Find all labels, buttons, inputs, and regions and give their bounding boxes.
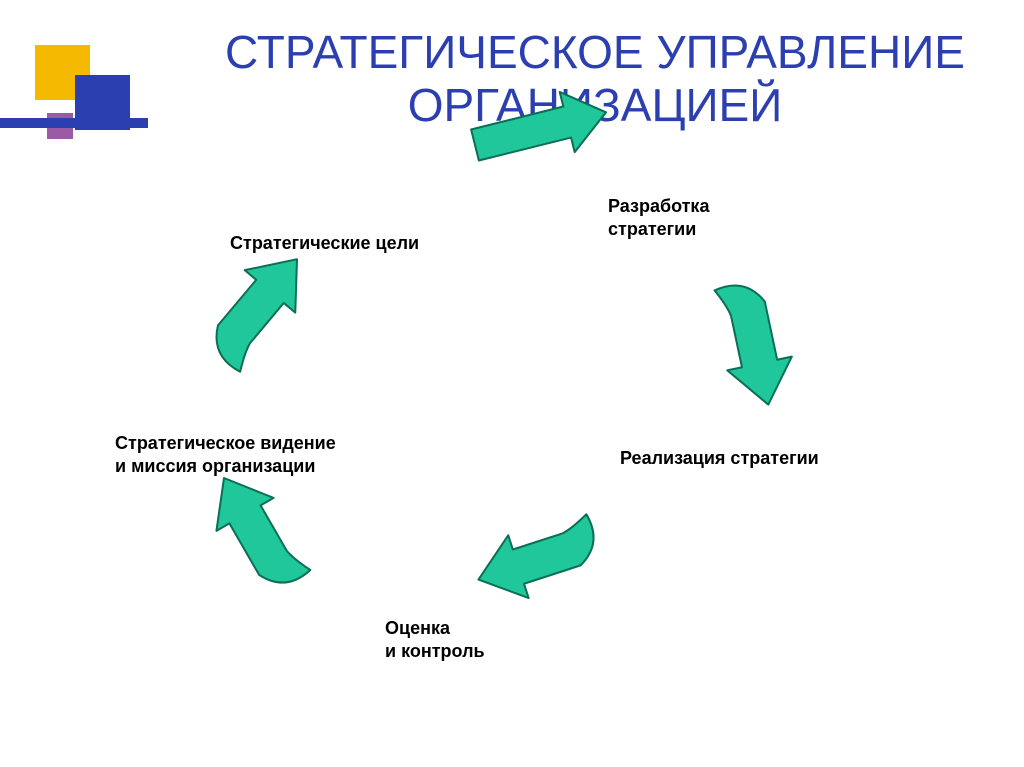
cycle-label-vision: Стратегическое видение и миссия организа… <box>115 432 336 479</box>
arrow-top-icon <box>468 82 614 175</box>
arrow-bottom-left-icon <box>195 462 314 603</box>
cycle-label-goals: Стратегические цели <box>230 232 419 255</box>
cycle-label-implementation: Реализация стратегии <box>620 447 819 470</box>
arrow-right-icon <box>710 276 800 411</box>
arrow-left-icon <box>192 238 322 376</box>
arrow-bottom-right-icon <box>468 510 607 611</box>
cycle-label-evaluation: Оценка и контроль <box>385 617 485 664</box>
cycle-label-development: Разработка стратегии <box>608 195 709 242</box>
cycle-arrows-svg <box>0 0 1024 767</box>
